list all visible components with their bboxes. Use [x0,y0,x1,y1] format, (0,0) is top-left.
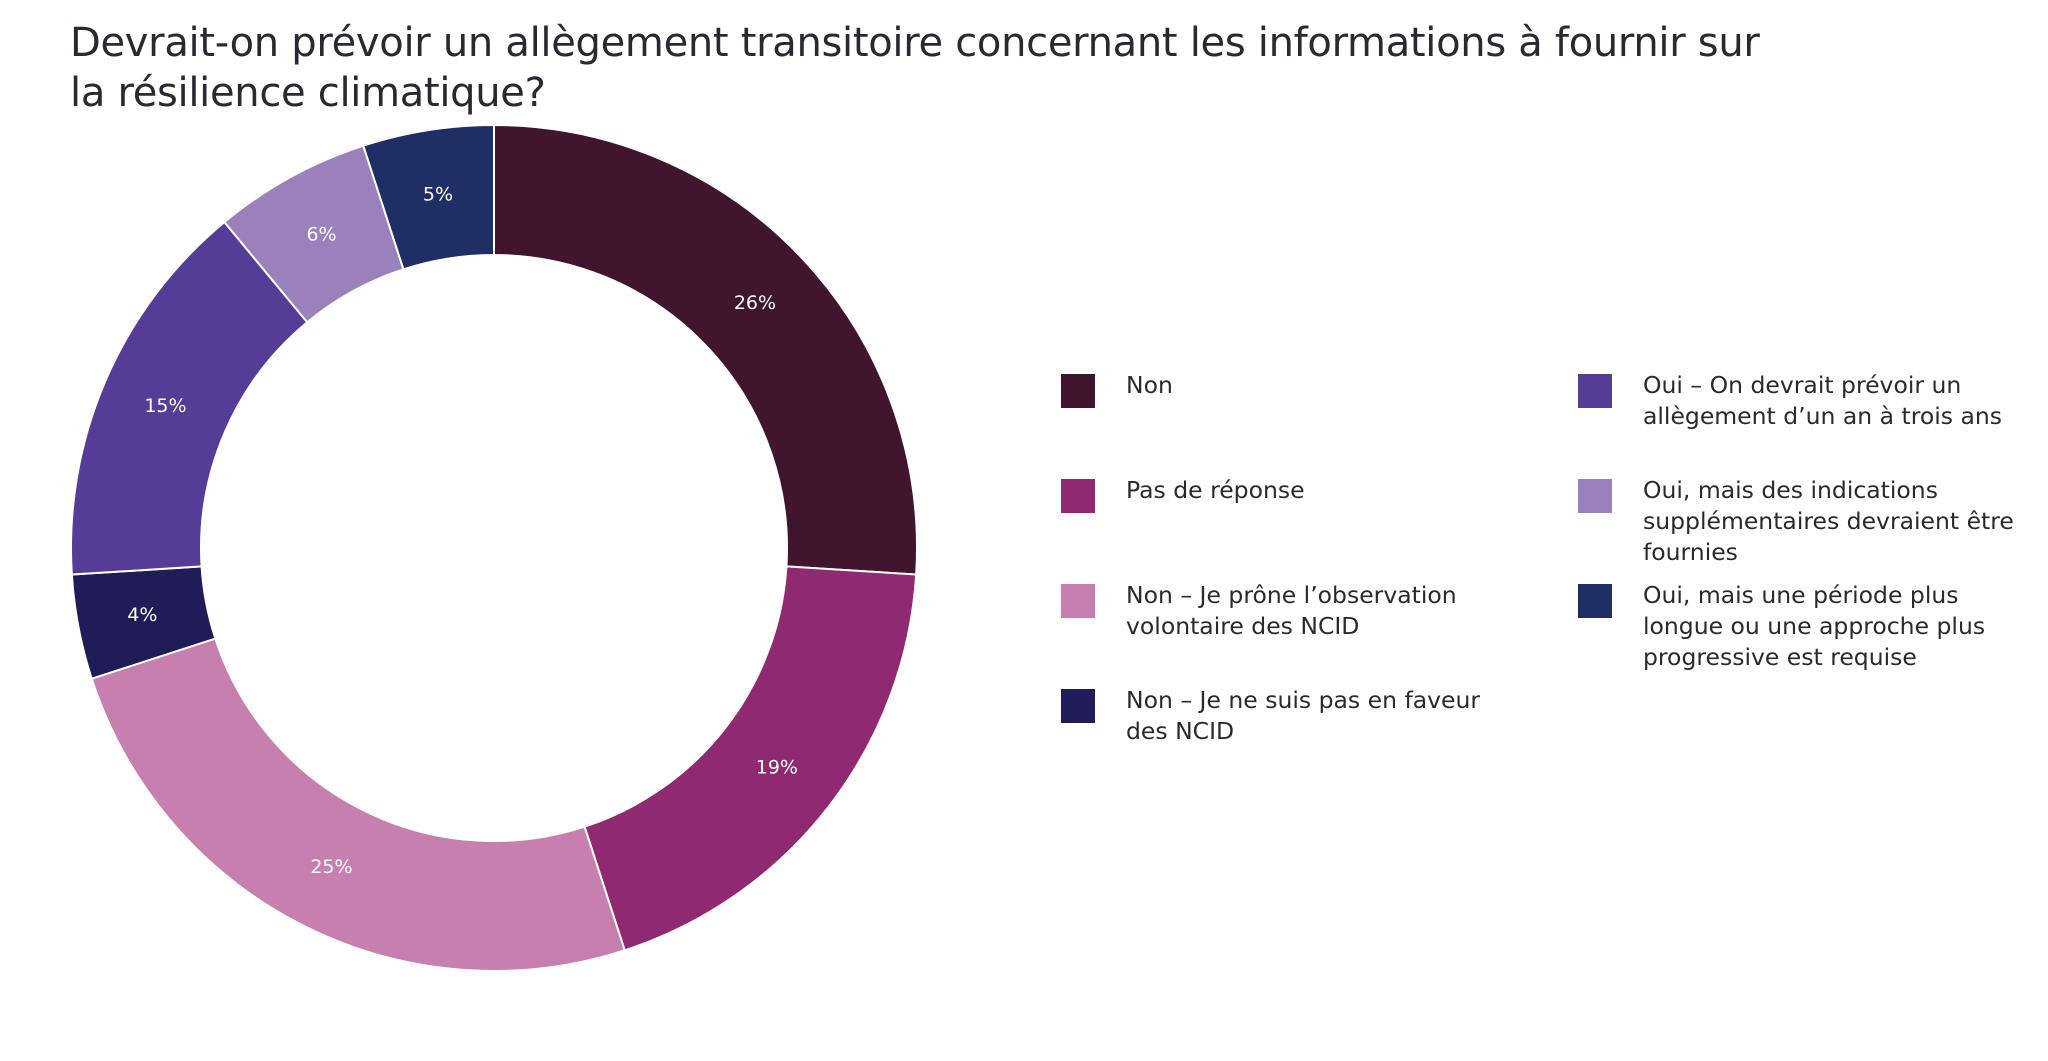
legend-swatch [1061,374,1095,408]
donut-slice [362,123,495,271]
legend-swatch [1578,584,1612,618]
slice-percent-label: 19% [756,756,798,778]
legend-swatch [1578,374,1612,408]
donut-slice-labels: 26% 19% 25% 4% 15% 6% 5% [127,183,798,878]
legend-label-line: des NCID [1126,717,1235,745]
legend-label-line: Non – Je prône l’observation [1126,581,1457,609]
legend-label-line: volontaire des NCID [1126,612,1360,640]
legend-label-line: Oui, mais une période plus [1643,581,1959,609]
slice-percent-label: 26% [734,292,776,314]
slice-percent-label: 4% [127,604,157,626]
legend-swatch [1061,689,1095,723]
legend-label: Non – Je prône l’observation volontaire d… [1126,580,1566,642]
legend-label: Non [1126,370,1566,401]
legend-label-line: progressive est requise [1643,643,1917,671]
legend-label-line: Oui – On devrait prévoir un [1643,371,1962,399]
legend-label: Oui – On devrait prévoir un allègement d’… [1643,370,2048,432]
slice-percent-label: 6% [306,223,336,245]
legend-label-line: supplémentaires devraient être [1643,507,2014,535]
legend-swatch [1061,584,1095,618]
legend-label-line: allègement d’un an à trois ans [1643,402,2003,430]
legend-label: Oui, mais une période plus longue ou une … [1643,580,2048,673]
donut-slices [70,123,918,972]
slice-percent-label: 5% [423,183,453,205]
slice-percent-label: 25% [310,856,352,878]
donut-slice [583,565,918,952]
legend-label-line: Oui, mais des indications [1643,476,1938,504]
legend-swatch [1061,479,1095,513]
legend-label-line: Non [1126,371,1173,399]
legend-label-line: fournies [1643,538,1738,566]
legend-label: Oui, mais des indications supplémentaires… [1643,475,2048,568]
legend-label-line: Pas de réponse [1126,476,1305,504]
donut-slice [90,637,626,972]
legend-label-line: Non – Je ne suis pas en faveur [1126,686,1481,714]
donut-slice [493,123,918,576]
slice-percent-label: 15% [144,395,186,417]
legend-label: Pas de réponse [1126,475,1566,506]
chart-title: Devrait-on prévoir un allègement transit… [70,20,1760,116]
legend-label: Non – Je ne suis pas en faveur des NCID [1126,685,1566,747]
legend-label-line: longue ou une approche plus [1643,612,1986,640]
legend-swatch [1578,479,1612,513]
